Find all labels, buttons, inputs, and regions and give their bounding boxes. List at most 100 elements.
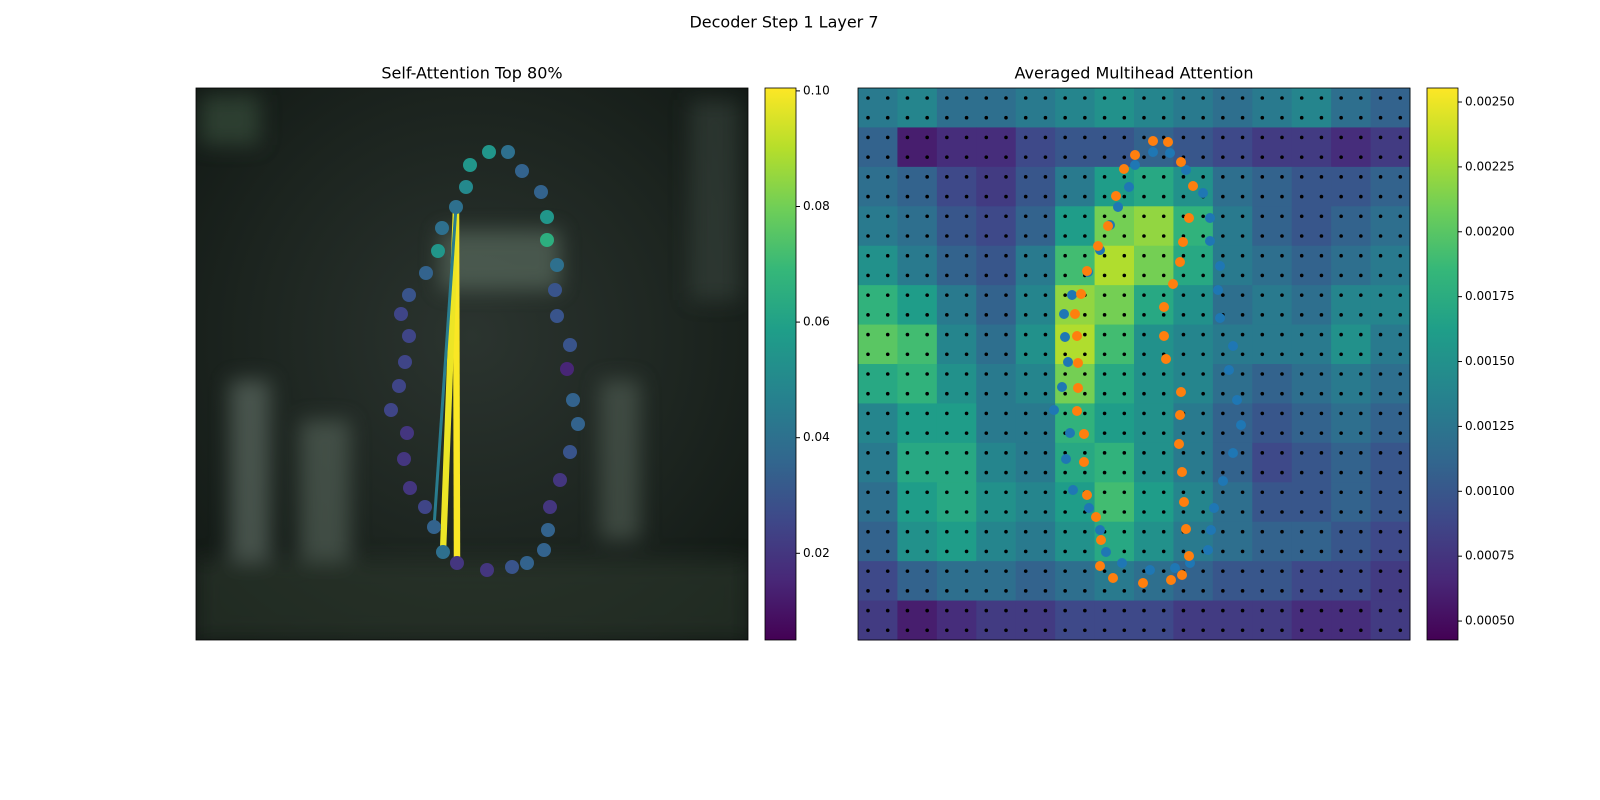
grid-dot [1102, 352, 1107, 357]
heatmap-cell [1134, 521, 1174, 562]
grid-dot [905, 549, 910, 554]
grid-dot [984, 313, 989, 317]
grid-dot [866, 470, 870, 475]
grid-dot [1004, 96, 1008, 100]
grid-dot [1319, 569, 1324, 573]
grid-dot [1083, 155, 1087, 159]
grid-dot [1161, 115, 1166, 120]
grid-dot [925, 194, 929, 199]
grid-dot [1142, 115, 1146, 120]
grid-dot [1240, 135, 1245, 140]
grid-dot [945, 372, 949, 376]
grid-dot [1043, 391, 1048, 396]
grid-dot [1319, 628, 1324, 633]
grid-dot [1299, 115, 1304, 120]
grid-dot [1181, 253, 1186, 258]
grid-dot [1083, 234, 1087, 238]
grid-dot [1161, 234, 1166, 238]
grid-dot [1240, 431, 1245, 435]
grid-dot [1083, 451, 1087, 455]
colorbar-tick-label: 0.06 [803, 315, 830, 329]
point [548, 283, 562, 297]
grid-dot [1004, 234, 1008, 238]
grid-dot [885, 332, 890, 337]
heatmap-cell [976, 127, 1017, 168]
grid-dot [1023, 332, 1028, 337]
point [1111, 191, 1121, 201]
axes-frame [195, 87, 749, 641]
heatmap-cell [976, 245, 1017, 286]
grid-dot [1181, 490, 1186, 495]
point [1072, 331, 1082, 341]
grid-dot [1201, 135, 1205, 140]
grid-dot [1201, 313, 1205, 317]
heatmap-cell [976, 166, 1017, 207]
colorbar-tick-label: 0.00175 [1465, 289, 1515, 303]
point [1103, 221, 1113, 231]
heatmap-cell [1015, 285, 1056, 326]
grid-dot [925, 628, 929, 633]
grid-dot [1240, 510, 1245, 514]
point [1067, 290, 1077, 300]
grid-dot [1102, 431, 1107, 435]
grid-dot [1378, 608, 1383, 613]
grid-dot [1240, 391, 1245, 396]
grid-dot [1004, 194, 1008, 199]
grid-dot [885, 391, 890, 396]
grid-dot [964, 451, 969, 455]
point [1175, 257, 1185, 267]
grid-dot [1280, 293, 1284, 297]
heatmap-cell [1094, 324, 1135, 365]
grid-dot [1142, 470, 1146, 475]
grid-dot [1260, 431, 1265, 435]
grid-dot [1142, 608, 1146, 613]
grid-dot [945, 313, 949, 317]
grid-dot [1378, 214, 1383, 219]
heatmap-cell [976, 88, 1017, 128]
grid-dot [925, 549, 929, 554]
grid-dot [1221, 569, 1225, 573]
grid-dot [1043, 628, 1048, 633]
heatmap-cell [1291, 206, 1332, 247]
grid-dot [984, 529, 989, 534]
grid-dot [1004, 549, 1008, 554]
grid-dot [1221, 451, 1225, 455]
point [1218, 476, 1228, 486]
grid-dot [1142, 391, 1146, 396]
grid-dot [1398, 253, 1403, 258]
grid-dot [1043, 155, 1048, 159]
point [520, 556, 534, 570]
grid-dot [1201, 115, 1205, 120]
grid-dot [1299, 549, 1304, 554]
colorbar-tick-label: 0.08 [803, 199, 830, 213]
point [540, 210, 554, 224]
grid-dot [1102, 628, 1107, 633]
point [560, 362, 574, 376]
grid-dot [1280, 332, 1284, 337]
grid-dot [945, 451, 949, 455]
grid-dot [866, 589, 870, 593]
heatmap-cell [858, 285, 898, 326]
heatmap-cell [1015, 364, 1056, 404]
heatmap-cell [1291, 166, 1332, 207]
grid-dot [1359, 135, 1363, 140]
heatmap-cell [858, 324, 898, 365]
heatmap-cell [1370, 442, 1411, 483]
grid-dot [885, 253, 890, 258]
grid-dot [1280, 490, 1284, 495]
grid-dot [1063, 510, 1067, 514]
grid-dot [925, 372, 929, 376]
heatmap-cell [1015, 206, 1056, 247]
grid-dot [905, 293, 910, 297]
point [1096, 535, 1106, 545]
colorbar-tick-label: 0.00150 [1465, 354, 1515, 368]
grid-dot [1122, 293, 1127, 297]
grid-dot [1299, 155, 1304, 159]
point [1093, 241, 1103, 251]
heatmap-cell [1291, 600, 1332, 641]
grid-dot [1083, 608, 1087, 613]
grid-dot [1161, 253, 1166, 258]
heatmap-cell [1252, 403, 1293, 444]
grid-dot [1378, 451, 1383, 455]
heatmap-cell [1291, 364, 1332, 404]
